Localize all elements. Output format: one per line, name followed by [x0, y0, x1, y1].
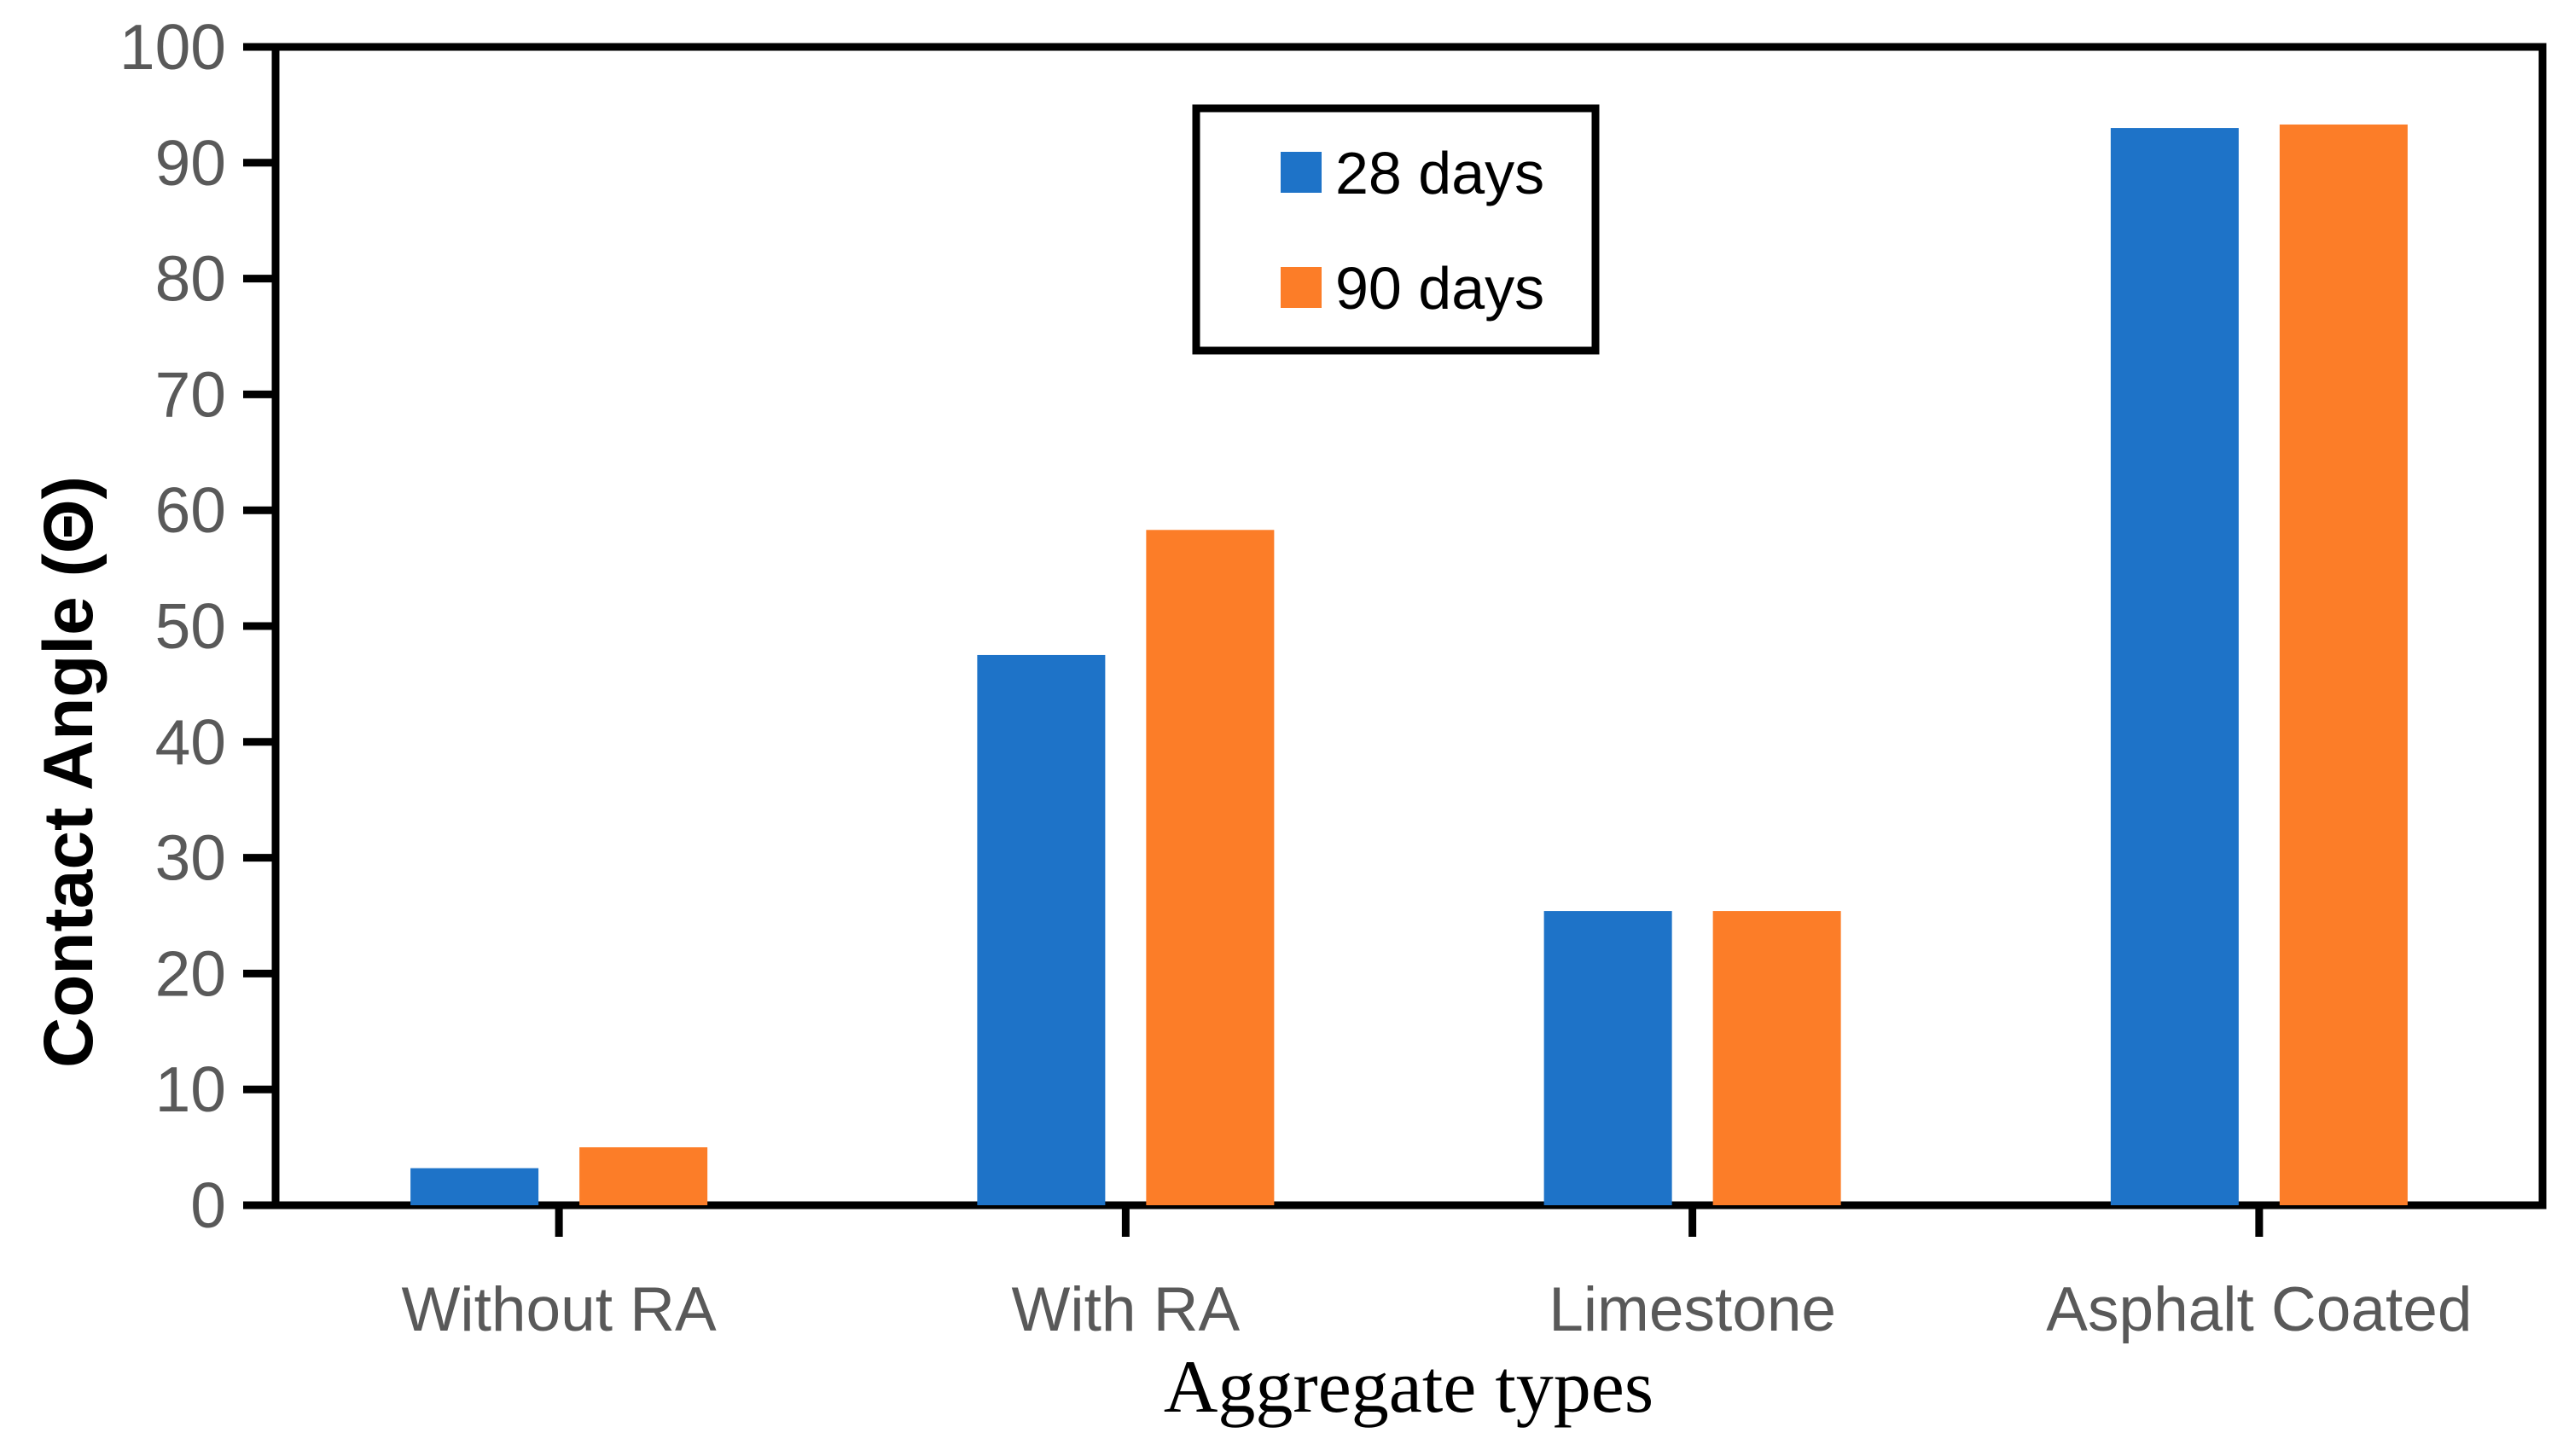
x-axis-category-labels: Without RA With RA Limestone Asphalt Coated: [402, 1275, 2473, 1344]
legend-label-28-days: 28 days: [1335, 140, 1544, 206]
bar-90-days-with-ra: [1146, 530, 1275, 1205]
y-tick-label-10: 10: [155, 1053, 226, 1125]
x-category-label-asphalt-coated: Asphalt Coated: [2046, 1275, 2472, 1344]
y-tick-label-100: 100: [119, 11, 226, 83]
bar-90-days-limestone: [1712, 911, 1841, 1205]
x-category-label-limestone: Limestone: [1549, 1275, 1836, 1344]
x-axis-ticks: [555, 1205, 2264, 1237]
legend: 28 days 90 days: [1192, 104, 1600, 355]
y-axis-title: Contact Angle (Θ): [30, 476, 108, 1068]
y-tick-label-50: 50: [155, 590, 226, 662]
y-tick-label-80: 80: [155, 243, 226, 315]
x-category-label-without-ra: Without RA: [402, 1275, 717, 1344]
bar-28-days-limestone: [1543, 911, 1672, 1205]
bar-90-days-without-ra: [579, 1147, 708, 1205]
bar-28-days-without-ra: [410, 1168, 539, 1205]
y-tick-label-90: 90: [155, 127, 226, 199]
bar-28-days-asphalt-coated: [2110, 128, 2239, 1205]
x-axis-title: Aggregate types: [1164, 1346, 1653, 1429]
legend-swatch-90-days: [1281, 267, 1322, 308]
legend-box: [1192, 104, 1600, 355]
y-axis-ticks: [243, 43, 276, 1209]
y-tick-label-30: 30: [155, 822, 226, 894]
y-tick-label-70: 70: [155, 358, 226, 430]
y-axis-tick-labels: 0 10 20 30 40 50 60 70 80 90 100: [119, 11, 226, 1241]
y-tick-label-0: 0: [190, 1169, 226, 1241]
legend-swatch-28-days: [1281, 152, 1322, 193]
y-tick-label-60: 60: [155, 474, 226, 546]
y-tick-label-40: 40: [155, 706, 226, 778]
legend-label-90-days: 90 days: [1335, 255, 1544, 322]
bar-90-days-asphalt-coated: [2279, 124, 2408, 1206]
bar-28-days-with-ra: [977, 654, 1106, 1205]
y-tick-label-20: 20: [155, 937, 226, 1009]
bars-group: [410, 124, 2408, 1206]
x-category-label-with-ra: With RA: [1012, 1275, 1241, 1344]
